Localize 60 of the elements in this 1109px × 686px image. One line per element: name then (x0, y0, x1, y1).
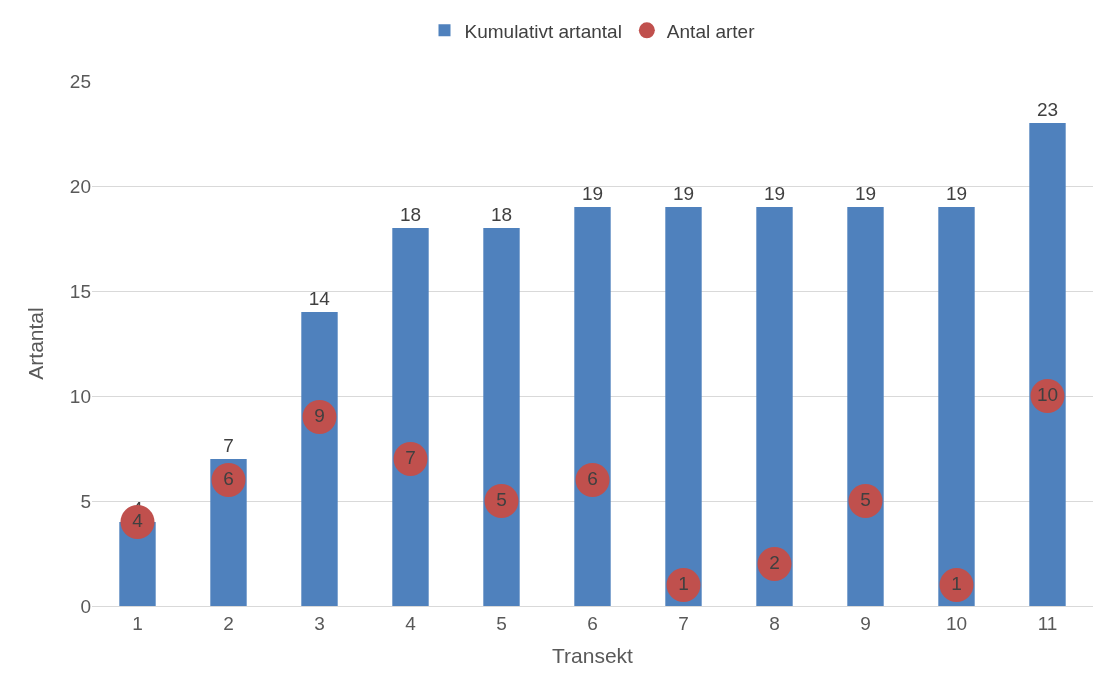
data-label: 23 (1036, 99, 1059, 120)
data-label: 2 (769, 551, 780, 573)
data-label: 5 (496, 488, 507, 510)
y-axis-title: Artantal (24, 307, 48, 380)
x-tick-label: 8 (769, 612, 780, 634)
data-label: 9 (314, 404, 325, 426)
point (666, 568, 701, 602)
data-label: 19 (672, 183, 695, 204)
x-tick-label: 5 (496, 612, 507, 634)
x-tick-label: 7 (678, 612, 689, 634)
data-label: 14 (308, 288, 331, 309)
point (848, 484, 883, 518)
data-label: 18 (490, 204, 513, 225)
data-label: 19 (945, 183, 968, 204)
data-label: 4 (132, 509, 144, 531)
data-label: 1 (951, 572, 962, 594)
legend-label: Kumulativt artantal (464, 20, 622, 42)
y-tick-label: 20 (69, 175, 91, 197)
point (575, 463, 610, 497)
point (302, 400, 337, 434)
data-label: 19 (581, 183, 604, 204)
x-tick-label: 3 (314, 612, 325, 634)
bar (665, 207, 702, 606)
data-label: 18 (399, 204, 422, 225)
y-tick-label: 15 (69, 280, 91, 302)
x-tick-label: 10 (945, 612, 968, 634)
bar (301, 312, 338, 606)
y-tick-label: 5 (80, 490, 91, 512)
x-tick-label: 1 (132, 612, 143, 634)
data-label: 7 (405, 446, 416, 468)
point (757, 547, 792, 581)
x-tick-label: 4 (405, 612, 417, 634)
bar (756, 207, 793, 606)
data-label: 6 (223, 467, 234, 489)
data-label: 7 (223, 435, 234, 456)
x-tick-label: 11 (1037, 612, 1058, 634)
bar (938, 207, 975, 606)
bar (483, 228, 520, 606)
data-label: 1 (678, 572, 689, 594)
y-tick-label: 0 (80, 595, 91, 617)
x-tick-label: 9 (860, 612, 871, 634)
data-label: 5 (860, 488, 871, 510)
data-label: 19 (763, 183, 786, 204)
x-tick-label: 2 (223, 612, 234, 634)
bar (574, 207, 611, 606)
y-tick-label: 25 (69, 70, 91, 92)
x-axis-title: Transekt (552, 644, 634, 667)
legend-label: Antal arter (666, 20, 756, 42)
y-tick-label: 10 (69, 385, 91, 407)
data-label: 19 (854, 183, 877, 204)
point (484, 484, 519, 518)
data-label: 6 (587, 467, 598, 489)
bar (1029, 123, 1066, 606)
x-tick-label: 6 (587, 612, 598, 634)
point (211, 463, 246, 497)
point (393, 442, 428, 476)
bar (847, 207, 884, 606)
bar (392, 228, 429, 606)
data-label: 10 (1036, 383, 1059, 405)
point (939, 568, 974, 602)
